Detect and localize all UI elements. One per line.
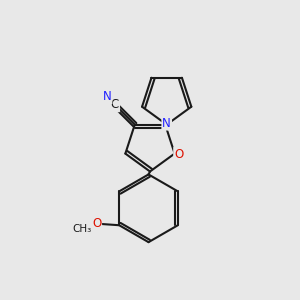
Text: N: N bbox=[162, 117, 171, 130]
Text: N: N bbox=[103, 90, 112, 104]
Text: O: O bbox=[174, 148, 183, 161]
Text: O: O bbox=[92, 217, 101, 230]
Text: C: C bbox=[111, 98, 119, 111]
Text: CH₃: CH₃ bbox=[72, 224, 92, 234]
